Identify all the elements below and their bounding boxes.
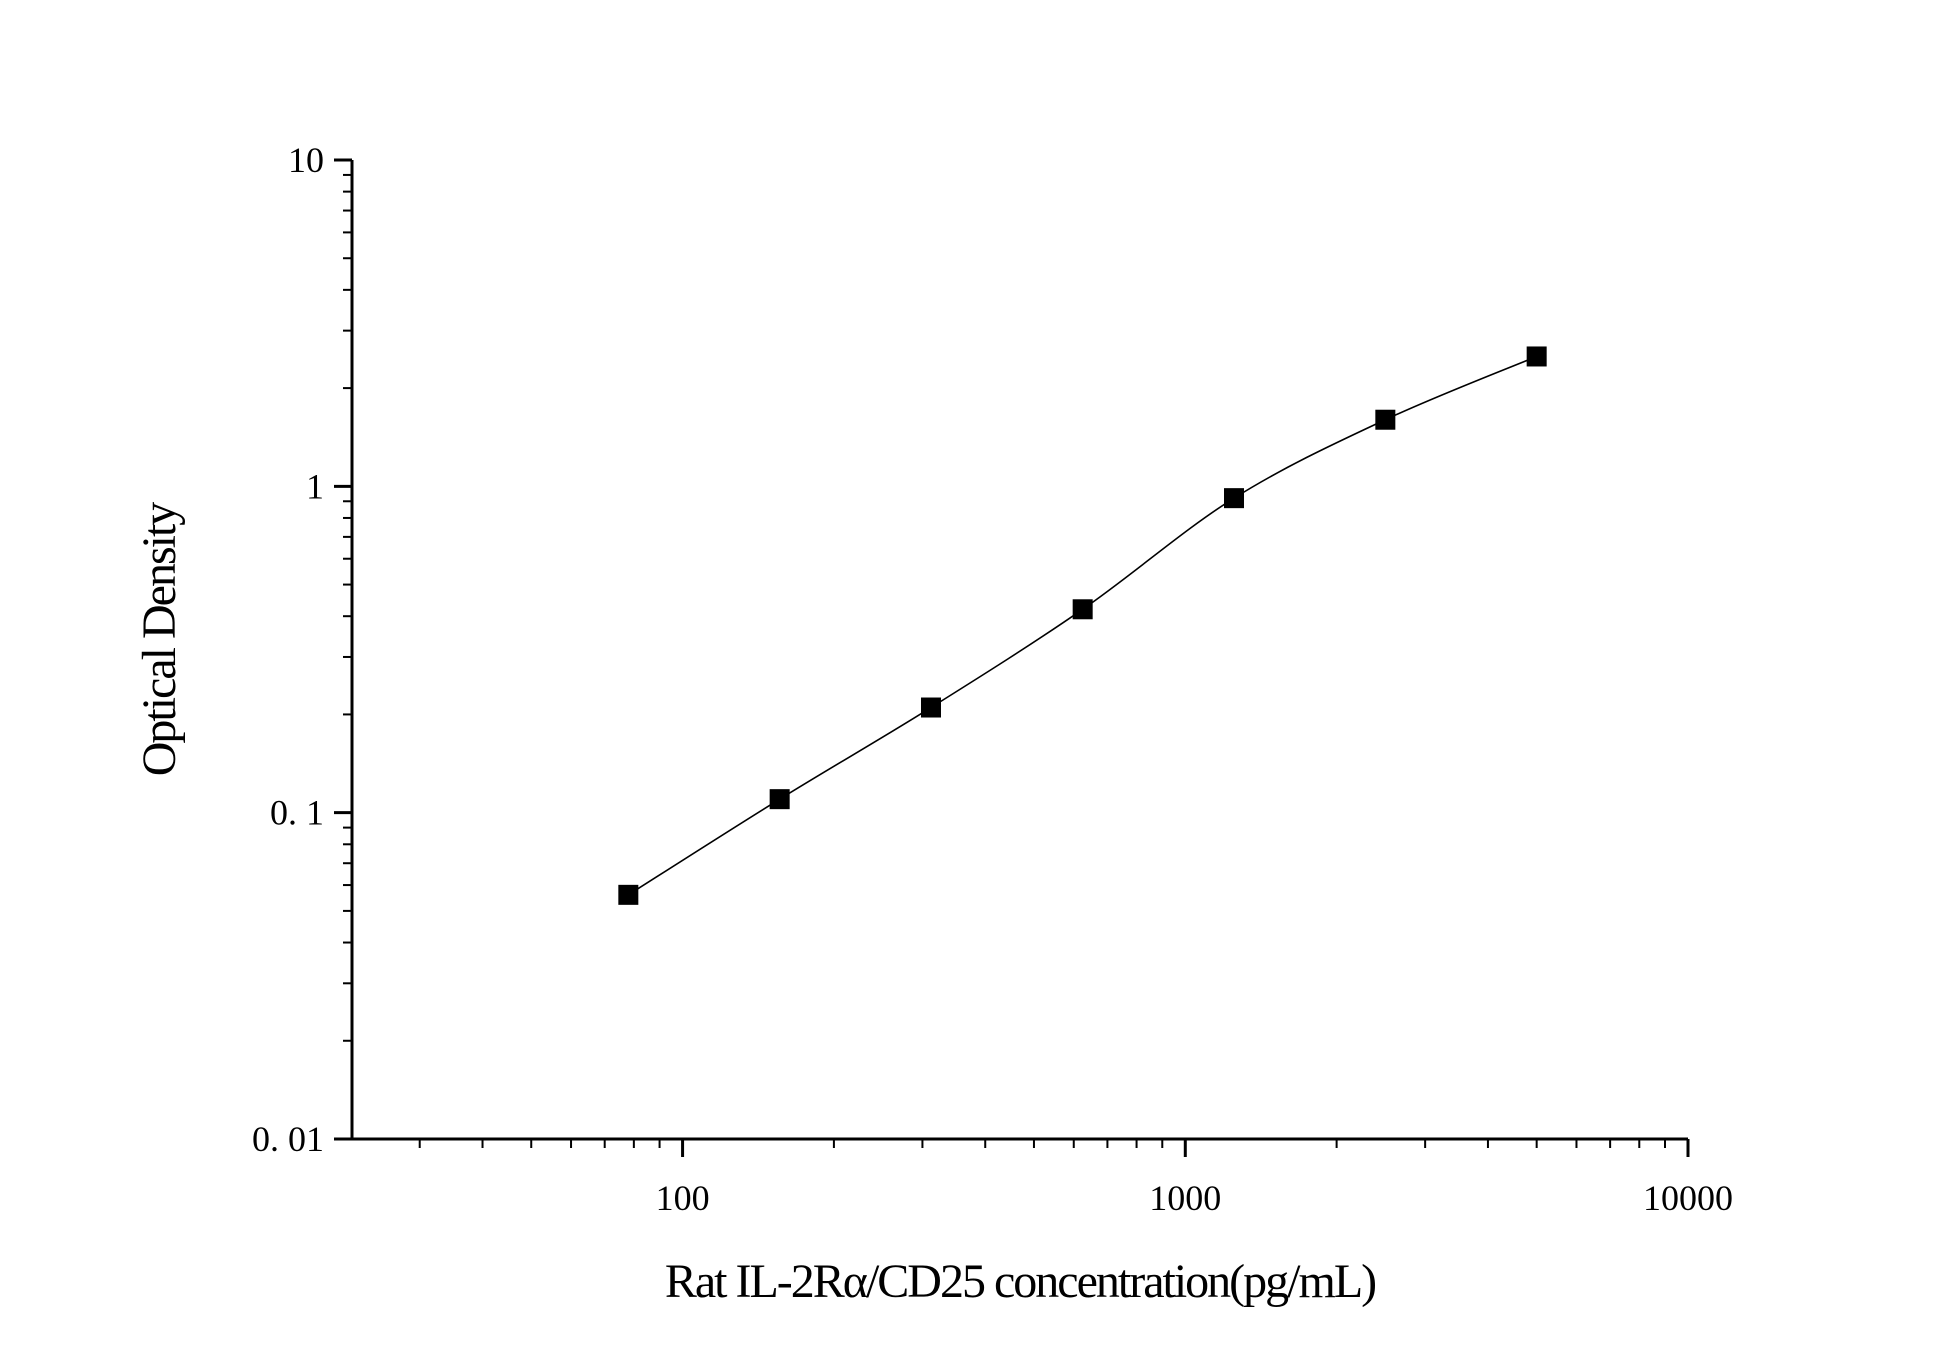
- data-point-marker: [1224, 488, 1245, 509]
- x-tick-label: 100: [656, 1178, 710, 1218]
- y-tick-label: 0. 01: [252, 1119, 324, 1159]
- data-point-marker: [618, 884, 639, 905]
- data-point-marker: [920, 697, 941, 718]
- y-axis: 10 1 0. 1 0. 01: [252, 140, 354, 1159]
- data-point-marker: [769, 789, 790, 810]
- x-tick-label: 1000: [1149, 1178, 1221, 1218]
- data-point-marker: [1526, 346, 1547, 367]
- series-line-group: [618, 346, 1547, 905]
- y-tick-label: 10: [288, 140, 324, 180]
- x-axis: 100 1000 10000: [352, 1137, 1733, 1218]
- x-tick-label: 10000: [1643, 1178, 1733, 1218]
- y-axis-title: Optical Density: [133, 502, 186, 777]
- data-point-marker: [1375, 409, 1396, 430]
- y-tick-label: 1: [306, 466, 324, 506]
- y-tick-label: 0. 1: [270, 793, 324, 833]
- x-axis-title: Rat IL-2Rα/CD25 concentration(pg/mL): [665, 1255, 1375, 1308]
- data-point-marker: [1072, 599, 1093, 620]
- series-line: [627, 355, 1537, 896]
